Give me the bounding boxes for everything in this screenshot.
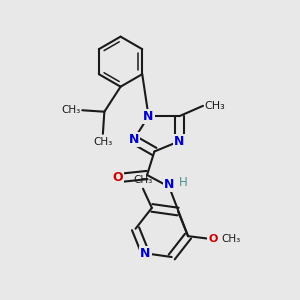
Text: O: O bbox=[112, 171, 123, 184]
Text: N: N bbox=[164, 178, 174, 191]
Text: N: N bbox=[140, 247, 151, 260]
Text: H: H bbox=[179, 176, 188, 190]
Text: CH₃: CH₃ bbox=[61, 105, 81, 115]
Text: CH₃: CH₃ bbox=[93, 137, 112, 147]
Text: N: N bbox=[174, 135, 184, 148]
Text: CH₃: CH₃ bbox=[205, 101, 225, 111]
Text: CH₃: CH₃ bbox=[134, 175, 153, 185]
Text: N: N bbox=[143, 110, 154, 123]
Text: CH₃: CH₃ bbox=[221, 234, 240, 244]
Text: O: O bbox=[208, 234, 218, 244]
Text: N: N bbox=[129, 133, 139, 146]
